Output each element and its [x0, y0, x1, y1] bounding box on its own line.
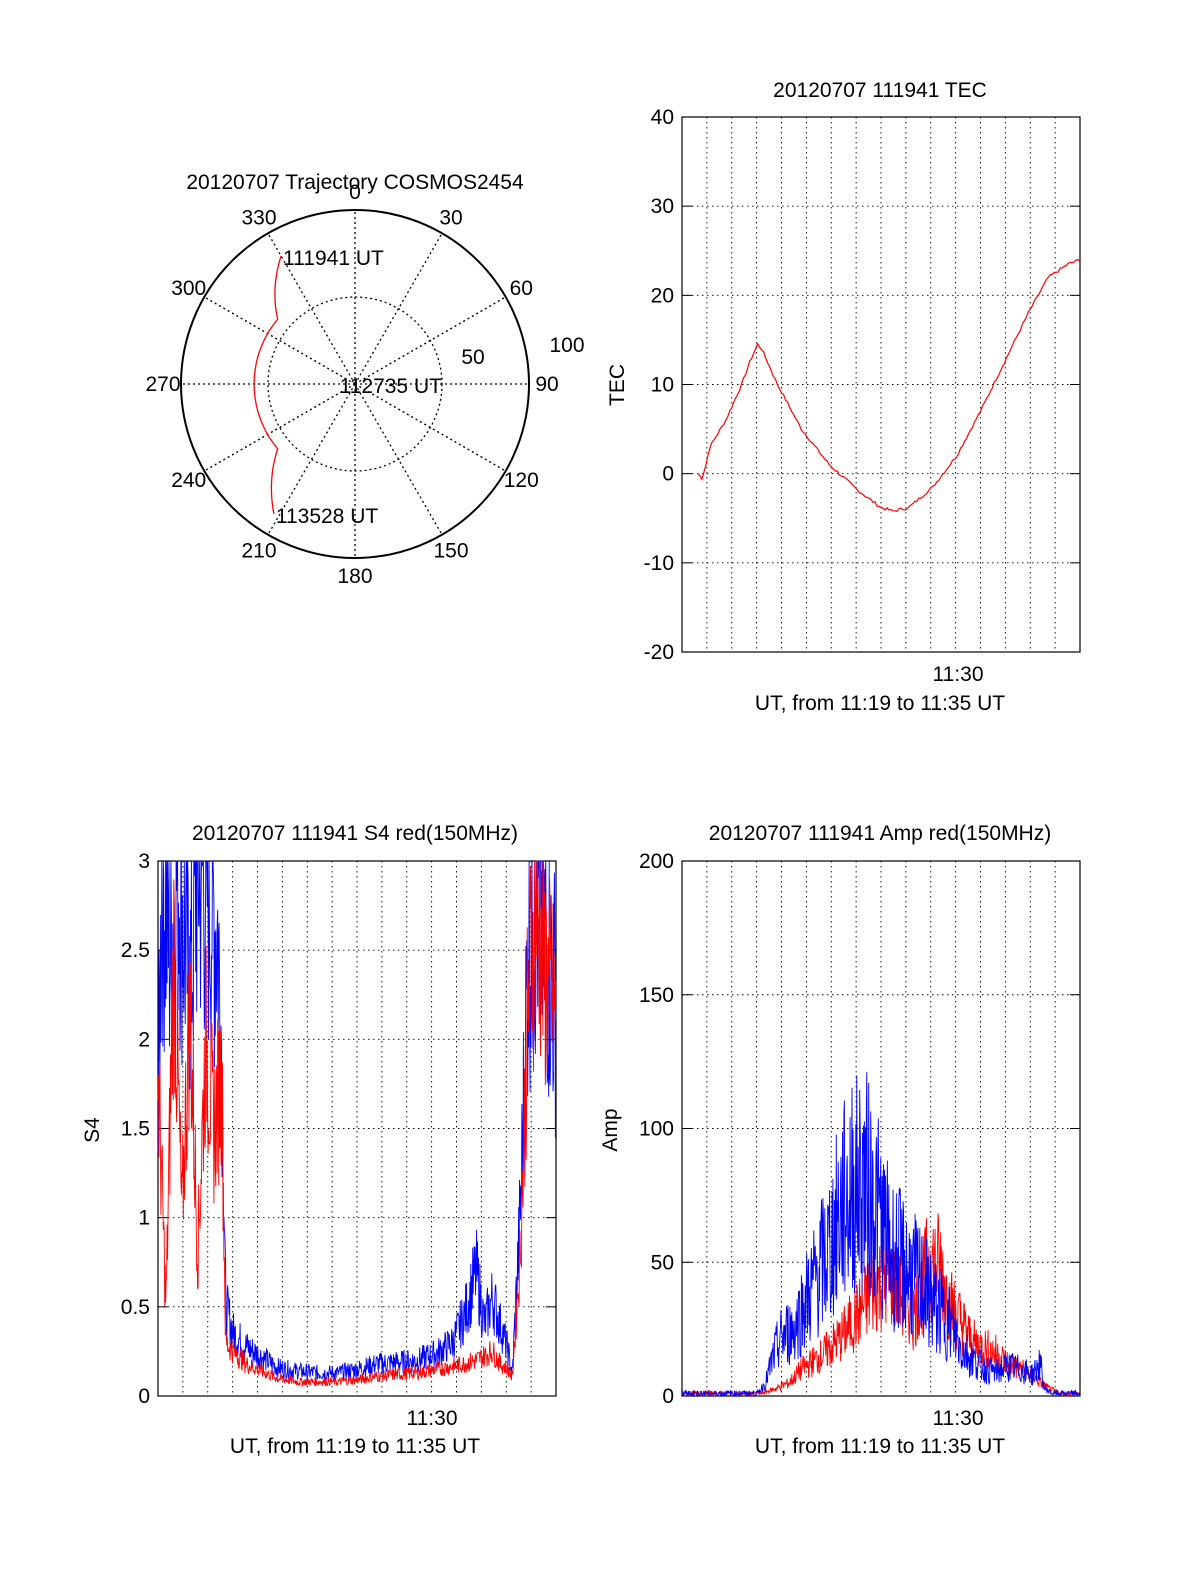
tec-xtick-label: 11:30 [933, 663, 984, 686]
amp-ytick-label: 50 [651, 1251, 674, 1274]
polar-azimuth-label: 120 [504, 469, 539, 492]
polar-azimuth-label: 150 [433, 539, 468, 562]
polar-azimuth-labels: 0 30 60 90 120 150 180 210 240 270 300 330 50 100 [145, 181, 584, 588]
polar-ring-50 [267, 296, 443, 472]
amp-series-blue [681, 1071, 1081, 1398]
polar-spoke [203, 383, 356, 472]
s4-xtick-label: 11:30 [407, 1407, 458, 1430]
polar-azimuth-label: 300 [171, 277, 206, 300]
tec-series [697, 259, 1081, 513]
polar-azimuth-label: 240 [171, 469, 206, 492]
polar-azimuth-label: 270 [145, 373, 180, 396]
amp-ylabel: Amp [599, 1108, 622, 1151]
s4-series [157, 860, 557, 1388]
tec-ytick-label: -10 [644, 552, 674, 575]
polar-trajectory-line [253, 255, 282, 515]
tec-y-ticks: 40 30 20 10 0 -10 -20 [644, 106, 1080, 664]
tec-ytick-label: 20 [651, 284, 674, 307]
polar-trajectory-plot: 20120707 Trajectory COSMOS2454 0 30 60 90 12… [145, 171, 584, 588]
tec-ytick-label: 10 [651, 374, 674, 397]
tec-ylabel: TEC [606, 364, 629, 406]
amp-title: 20120707 111941 Amp red(150MHz) [709, 822, 1051, 845]
polar-annotations: 111941 UT 112735 UT 113528 UT [276, 247, 442, 528]
amp-ytick-label: 200 [639, 850, 674, 873]
s4-ylabel: S4 [81, 1117, 104, 1143]
polar-spoke [203, 296, 356, 385]
s4-title: 20120707 111941 S4 red(150MHz) [192, 822, 518, 845]
polar-spoke [354, 232, 443, 385]
polar-azimuth-label: 30 [439, 207, 462, 230]
s4-series-red [157, 860, 557, 1388]
polar-time-annotation: 113528 UT [276, 505, 379, 528]
amp-series [681, 1071, 1081, 1398]
polar-title: 20120707 Trajectory COSMOS2454 [186, 171, 524, 194]
s4-ytick-label: 2 [138, 1028, 150, 1051]
tec-ytick-label: -20 [644, 641, 674, 664]
polar-radial-label: 50 [461, 346, 484, 369]
amp-xlabel: UT, from 11:19 to 11:35 UT [755, 1435, 1005, 1458]
tec-series-red [697, 259, 1081, 513]
amp-ytick-label: 150 [639, 984, 674, 1007]
amp-plot: 20120707 111941 Amp red(150MHz) 200 150 10… [599, 822, 1081, 1458]
polar-azimuth-label: 180 [337, 565, 372, 588]
s4-ytick-label: 2.5 [121, 939, 150, 962]
tec-xlabel: UT, from 11:19 to 11:35 UT [755, 692, 1005, 715]
s4-xlabel: UT, from 11:19 to 11:35 UT [230, 1435, 480, 1458]
tec-ytick-label: 30 [651, 195, 674, 218]
polar-time-annotation: 111941 UT [283, 247, 384, 270]
polar-azimuth-label: 60 [510, 277, 533, 300]
amp-ytick-label: 100 [639, 1118, 674, 1141]
polar-radial-label: 100 [549, 334, 584, 357]
polar-grid [181, 210, 529, 558]
tec-ytick-label: 40 [651, 106, 674, 129]
polar-azimuth-label: 0 [349, 181, 361, 204]
amp-xtick-label: 11:30 [933, 1407, 984, 1430]
amp-y-ticks: 200 150 100 50 0 [639, 850, 1080, 1408]
s4-ytick-label: 1 [138, 1207, 150, 1230]
tec-title: 20120707 111941 TEC [773, 79, 987, 102]
polar-trajectory-series [253, 255, 282, 515]
polar-azimuth-label: 90 [535, 373, 558, 396]
s4-ytick-label: 1.5 [121, 1118, 150, 1141]
s4-plot: 20120707 111941 S4 red(150MHz) 3 2.5 2 1.5 1… [81, 822, 557, 1458]
polar-outer-circle [180, 209, 530, 559]
s4-y-ticks: 3 2.5 2 1.5 1 0.5 0 [121, 850, 556, 1408]
s4-series-blue [157, 860, 557, 1382]
tec-grid [682, 117, 1080, 652]
s4-ytick-label: 0 [138, 1385, 150, 1408]
s4-ytick-label: 3 [138, 850, 150, 873]
polar-time-annotation: 112735 UT [340, 375, 443, 398]
polar-azimuth-label: 330 [241, 207, 276, 230]
amp-ytick-label: 0 [662, 1385, 674, 1408]
polar-azimuth-label: 210 [241, 539, 276, 562]
tec-ytick-label: 0 [662, 463, 674, 486]
polar-spoke [267, 232, 356, 385]
s4-ytick-label: 0.5 [121, 1296, 150, 1319]
